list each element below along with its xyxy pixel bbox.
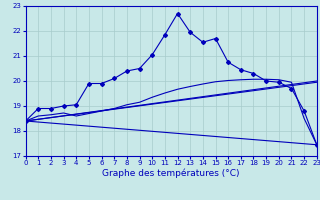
- X-axis label: Graphe des températures (°C): Graphe des températures (°C): [102, 169, 240, 178]
